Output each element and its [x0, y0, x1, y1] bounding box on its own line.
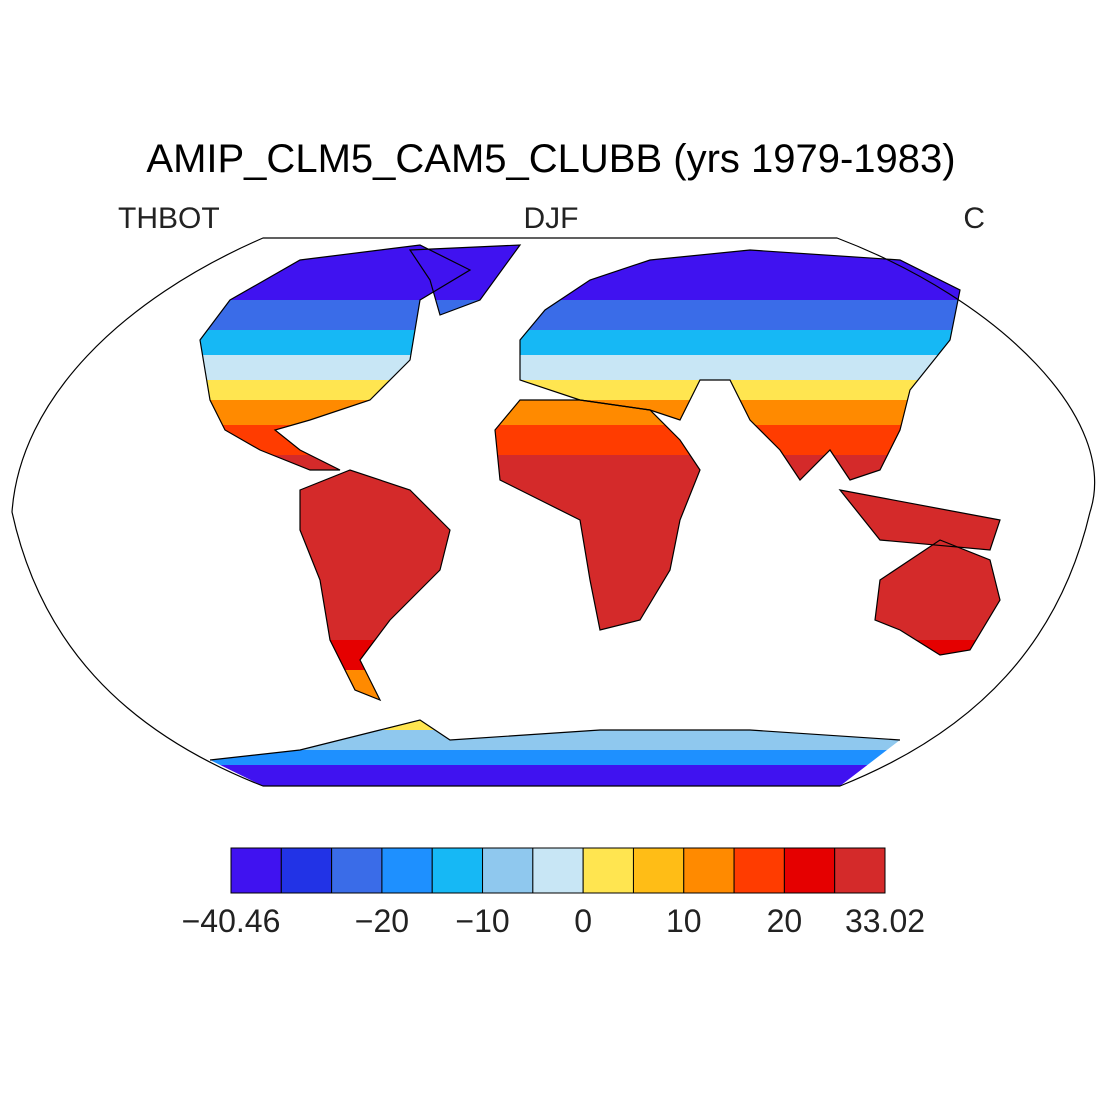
colorbar-label: 20: [767, 903, 803, 939]
temperature-band: [200, 245, 1000, 300]
colorbar-box: [482, 847, 534, 894]
colorbar-label: −20: [355, 903, 409, 939]
colorbar-box: [431, 847, 484, 894]
temperature-band: [200, 400, 1000, 425]
temperature-band: [200, 330, 1000, 355]
colorbar-label: 10: [666, 903, 702, 939]
colorbar-box: [632, 847, 685, 894]
temperature-band: [200, 765, 1000, 786]
colorbar-box: [582, 847, 634, 894]
temperature-band: [200, 750, 1000, 765]
colorbar-box: [733, 847, 785, 894]
land-field: [200, 245, 1000, 786]
temperature-band: [200, 425, 1000, 455]
colorbar-box: [783, 847, 836, 894]
colorbar-label: 0: [574, 903, 592, 939]
colorbar-box: [532, 847, 584, 894]
center-label: DJF: [524, 202, 579, 235]
temperature-band: [200, 455, 1000, 640]
left-label: THBOT: [118, 202, 220, 235]
title: AMIP_CLM5_CAM5_CLUBB (yrs 1979-1983): [146, 137, 955, 181]
colorbar-label: −10: [455, 903, 509, 939]
temperature-band: [200, 730, 1000, 750]
colorbar-label: −40.46: [182, 903, 281, 939]
map-outline: [11, 237, 1096, 787]
temperature-band: [200, 640, 1000, 670]
colorbar-box: [331, 847, 383, 894]
colorbar: −40.46 −20 −10 0 10 20 33.02: [182, 847, 925, 939]
colorbar-box: [381, 847, 433, 894]
temperature-band: [200, 355, 1000, 380]
temperature-band: [200, 670, 1000, 700]
coastlines: [199, 244, 1001, 761]
colorbar-box: [834, 847, 886, 894]
right-label: C: [963, 202, 985, 235]
colorbar-label: 33.02: [845, 903, 925, 939]
colorbar-box: [230, 847, 282, 894]
temperature-band: [200, 700, 1000, 730]
colorbar-box: [683, 847, 735, 894]
temperature-band: [200, 300, 1000, 330]
colorbar-box: [280, 847, 333, 894]
